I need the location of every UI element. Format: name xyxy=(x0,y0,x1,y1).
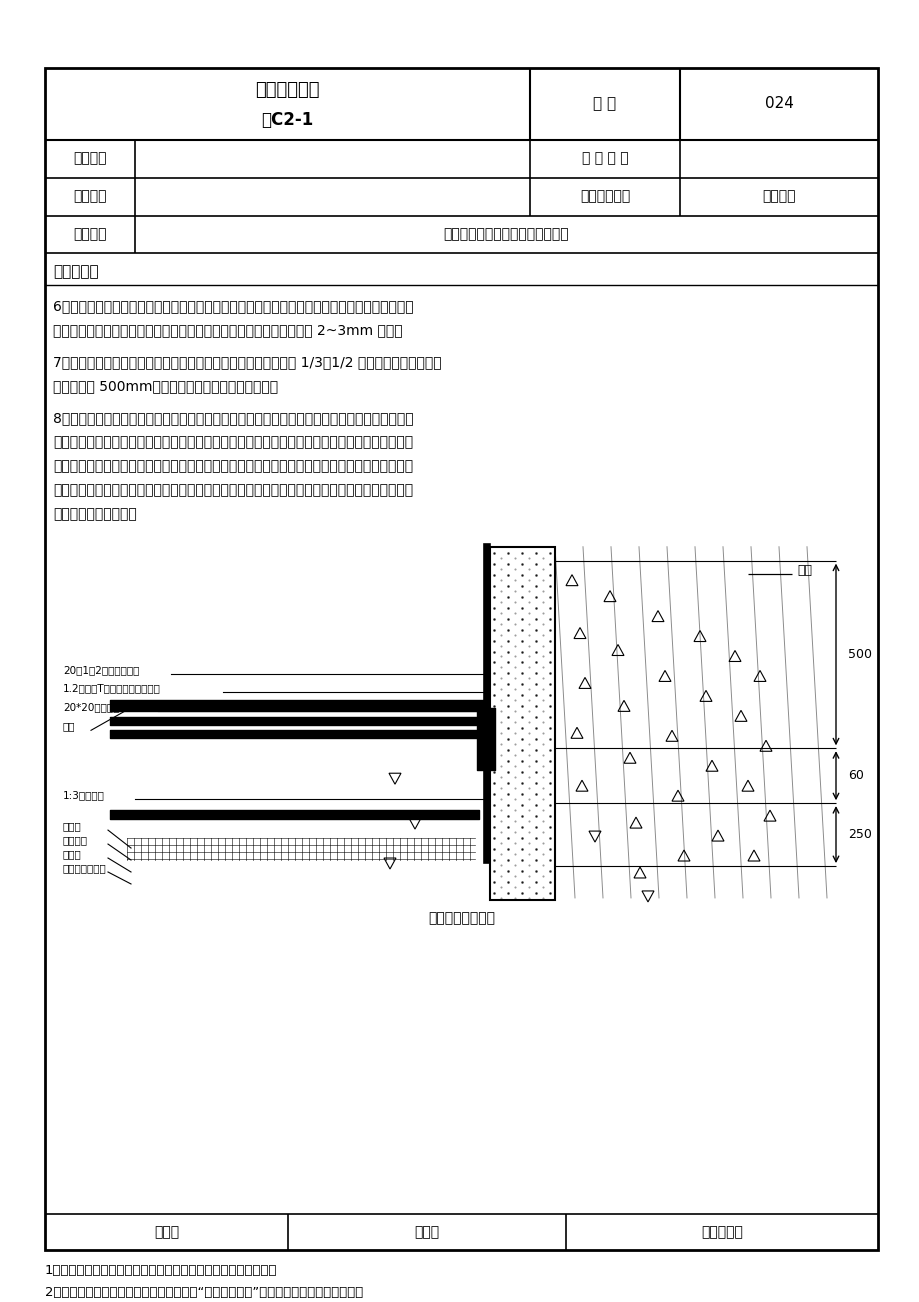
Text: 500: 500 xyxy=(847,648,871,661)
Text: 编 号: 编 号 xyxy=(593,96,616,111)
Text: 收头和搭接缝边缘剥落而产生渗漏现象，该部位必须用高聚物改性氥青密封材料密封处理，使其成: 收头和搭接缝边缘剥落而产生渗漏现象，该部位必须用高聚物改性氥青密封材料密封处理，… xyxy=(53,483,413,497)
Text: 加强层: 加强层 xyxy=(62,849,82,859)
Text: 工程名称: 工程名称 xyxy=(74,151,107,165)
Text: 双层防水: 双层防水 xyxy=(62,835,88,845)
Text: 分项工程名称: 分项工程名称 xyxy=(579,190,630,203)
Text: 8、封边及收头：卷材外露接缝、收头部位、管道包裹部位用专用密封膏密封严密。接缝处用噴灯: 8、封边及收头：卷材外露接缝、收头部位、管道包裹部位用专用密封膏密封严密。接缝处… xyxy=(53,411,414,424)
Text: 20*20密封材料: 20*20密封材料 xyxy=(62,702,119,712)
Text: 技术交底记录: 技术交底记录 xyxy=(255,81,320,99)
Text: 024: 024 xyxy=(764,96,792,111)
Text: 证接头密封，以免翘边。收口位置在室外散水下。外墙防水卷材收头如下图所示。为防止卷材末端: 证接头密封，以免翘边。收口位置在室外散水下。外墙防水卷材收头如下图所示。为防止卷… xyxy=(53,458,413,473)
Text: 散水: 散水 xyxy=(62,721,75,732)
Text: 2、当做分项工程施工技术交底时，应填写“分项工程名称”栏，其他技术交底可不填写。: 2、当做分项工程施工技术交底时，应填写“分项工程名称”栏，其他技术交底可不填写。 xyxy=(45,1286,363,1299)
Text: 60: 60 xyxy=(847,769,863,783)
Text: 1.2厚聚化T基橡胶超细密封胶带: 1.2厚聚化T基橡胶超细密封胶带 xyxy=(62,684,161,694)
Text: 外墙防水收头做法: 外墙防水收头做法 xyxy=(427,911,494,924)
Text: 审核人: 审核人 xyxy=(153,1225,179,1240)
Text: 交底提要: 交底提要 xyxy=(74,228,107,241)
Text: 7、进行第二道防水卷材施工时，上下两层卷材的长边接缝应错开 1/3～1/2 幅宽，相邻两幅卷材的: 7、进行第二道防水卷材施工时，上下两层卷材的长边接缝应错开 1/3～1/2 幅宽… xyxy=(53,355,441,370)
Text: 1:3水泥砂浆: 1:3水泥砂浆 xyxy=(62,790,105,801)
Text: 交底人: 交底人 xyxy=(414,1225,439,1240)
Text: 挤出氥青粘乐。大面积的卷材横纵接缝处必须溢出不间断的氥青，宽度 2~3mm 为宜。: 挤出氥青粘乐。大面积的卷材横纵接缝处必须溢出不间断的氥青，宽度 2~3mm 为宜… xyxy=(53,323,403,337)
Text: 卷材防水: 卷材防水 xyxy=(762,190,795,203)
Text: 6、热熶封边：加热基层与卷材、卷材与卷材接缝处，观察当卷材的氥青刚刚熶化时，压合至边缘: 6、热熶封边：加热基层与卷材、卷材与卷材接缝处，观察当卷材的氥青刚刚熶化时，压合… xyxy=(53,299,414,314)
Text: 接受交底人: 接受交底人 xyxy=(700,1225,743,1240)
Text: 交底内容：: 交底内容： xyxy=(53,264,98,279)
Text: 聚乙烯低保护层: 聚乙烯低保护层 xyxy=(62,863,107,874)
Text: 为一个完整的防水层。: 为一个完整的防水层。 xyxy=(53,506,137,521)
Text: 表C2-1: 表C2-1 xyxy=(261,111,313,129)
Text: 施工单位: 施工单位 xyxy=(74,190,107,203)
Text: 1、本表由施工单位填写，交底单位与接受交底单位各保存一份。: 1、本表由施工单位填写，交底单位与接受交底单位各保存一份。 xyxy=(45,1264,278,1277)
Text: 短边应错开 500mm。且两层卷材不得相互垂直铺贴。: 短边应错开 500mm。且两层卷材不得相互垂直铺贴。 xyxy=(53,379,278,393)
Text: 地下室外墙卷材防水施工技术交底: 地下室外墙卷材防水施工技术交底 xyxy=(443,228,569,241)
Text: 250: 250 xyxy=(847,828,871,841)
Text: 交 底 日 期: 交 底 日 期 xyxy=(581,151,628,165)
Text: 20厚1：2水泥防水砂浆: 20厚1：2水泥防水砂浆 xyxy=(62,665,139,676)
Text: 外墙: 外墙 xyxy=(796,564,811,577)
Text: 热熶卷材缝边缘，待表面熶化后随即用小铁抄子将边缝封好，再用噴灯均匀细致地将边缝烤一遍保: 热熶卷材缝边缘，待表面熶化后随即用小铁抄子将边缝封好，再用噴灯均匀细致地将边缝烤… xyxy=(53,435,413,449)
Text: 找平层: 找平层 xyxy=(62,822,82,831)
